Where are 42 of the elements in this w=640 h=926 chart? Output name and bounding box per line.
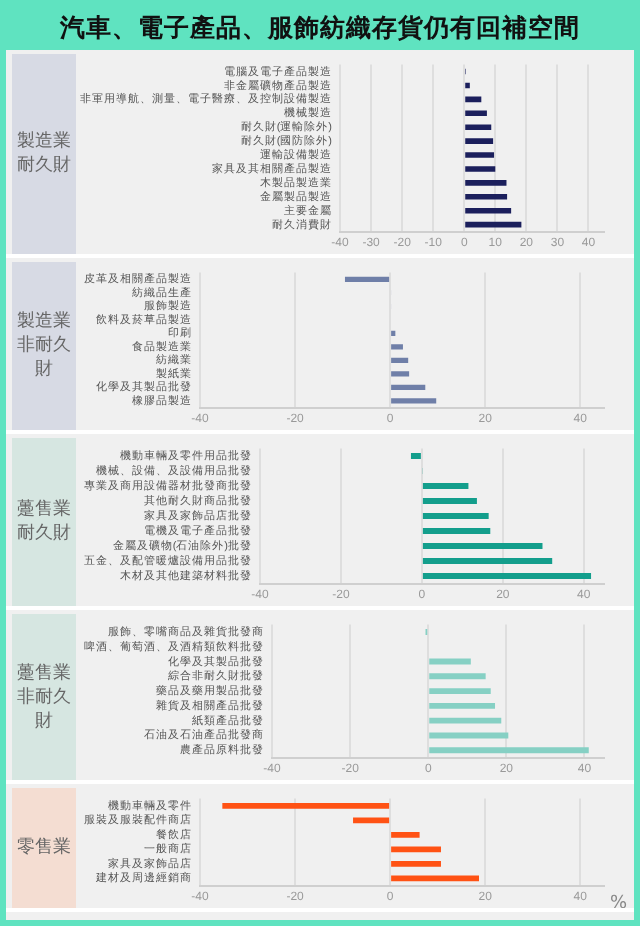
bar bbox=[465, 110, 487, 117]
bar bbox=[410, 453, 421, 460]
bar bbox=[465, 138, 494, 144]
bar bbox=[391, 371, 410, 377]
x-axis-title: % bbox=[610, 894, 628, 915]
bar bbox=[391, 384, 426, 391]
bar bbox=[429, 717, 502, 724]
bar bbox=[391, 831, 420, 838]
y-axis-title: 製造業非耐久財 bbox=[12, 262, 76, 430]
bar bbox=[222, 802, 390, 809]
chart-title: 汽車、電子產品、服飾紡織存貨仍有回補空間 bbox=[6, 6, 634, 50]
bar bbox=[391, 357, 409, 364]
bar bbox=[465, 152, 495, 158]
bar bbox=[422, 528, 491, 535]
bar bbox=[465, 207, 512, 214]
bar bbox=[391, 344, 403, 350]
bar bbox=[429, 688, 491, 695]
y-axis-title: 躉售業非耐久財 bbox=[12, 614, 76, 780]
bar bbox=[391, 875, 479, 882]
y-axis-title: 製造業耐久財 bbox=[12, 54, 76, 254]
bar bbox=[422, 498, 477, 505]
bar bbox=[422, 573, 592, 580]
bar bbox=[353, 817, 390, 824]
bar bbox=[465, 166, 496, 172]
bar bbox=[391, 846, 441, 853]
bar bbox=[429, 658, 471, 665]
bar bbox=[422, 543, 543, 550]
bar bbox=[429, 747, 589, 754]
y-axis-title: 零售業 bbox=[12, 788, 76, 908]
bar bbox=[344, 276, 390, 283]
bar bbox=[422, 558, 553, 565]
bar bbox=[465, 124, 492, 131]
bar bbox=[429, 732, 509, 739]
y-axis-title: 躉售業耐久財 bbox=[12, 438, 76, 606]
bar bbox=[391, 398, 437, 404]
bar bbox=[465, 180, 507, 186]
bar bbox=[465, 194, 508, 200]
bar bbox=[429, 702, 496, 709]
bar bbox=[422, 483, 469, 490]
bar bbox=[429, 673, 486, 680]
bar bbox=[422, 513, 489, 520]
bar bbox=[391, 860, 441, 867]
